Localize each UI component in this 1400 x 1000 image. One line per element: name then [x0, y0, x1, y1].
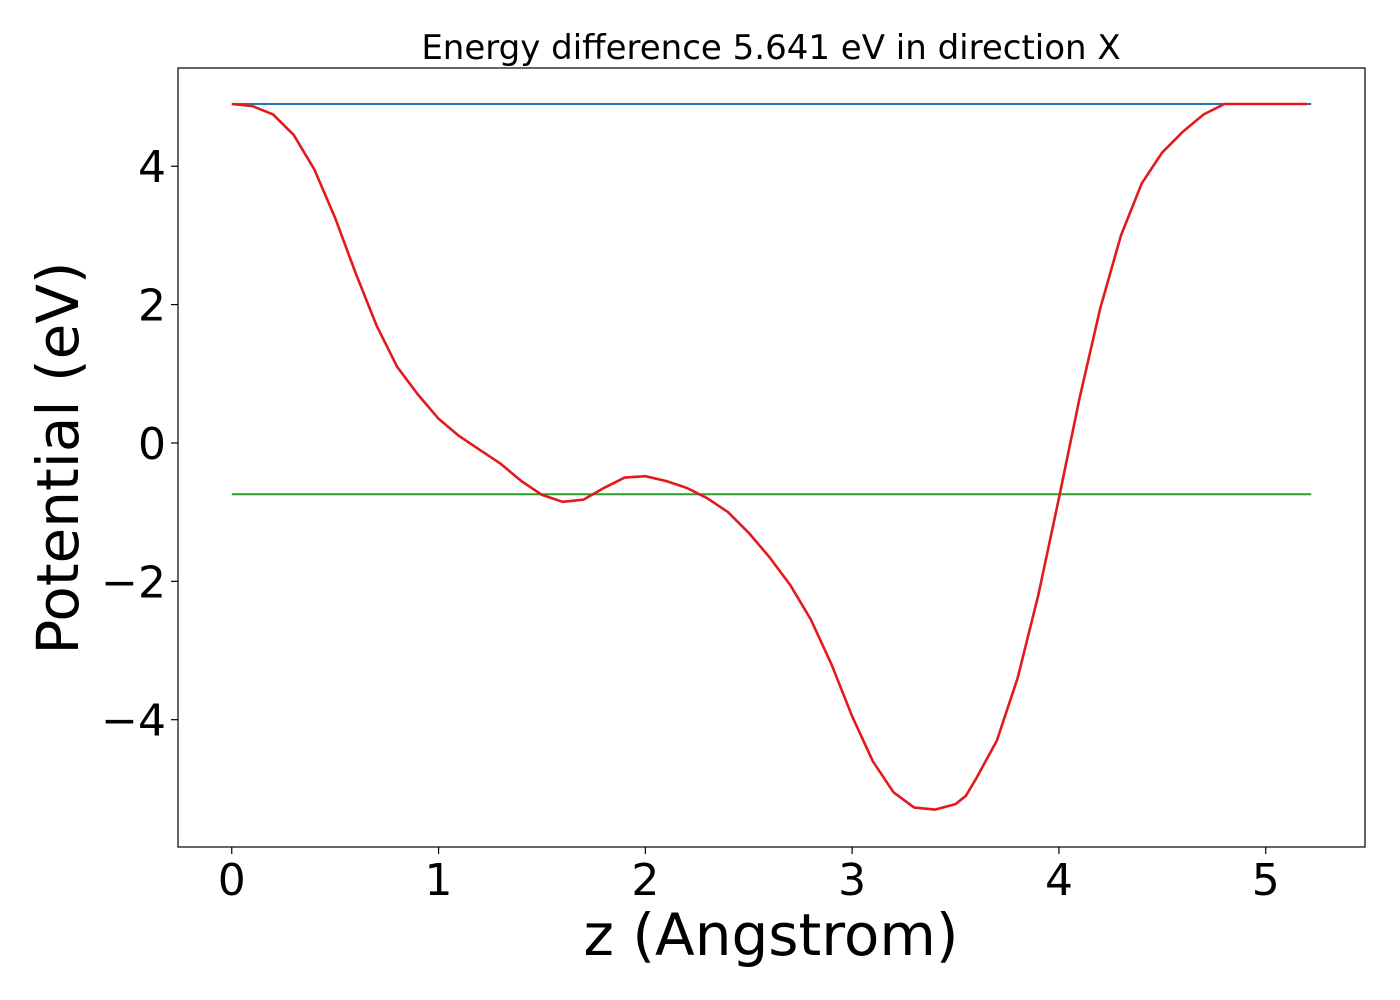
axes-frame — [177, 67, 1366, 848]
y-axis: 4 2 0 −2 −4 — [101, 142, 178, 747]
y-tick-label: −4 — [101, 696, 166, 747]
y-axis-label: Potential (eV) — [24, 261, 92, 654]
x-tick-label: 0 — [218, 855, 246, 906]
x-tick-label: 4 — [1045, 855, 1073, 906]
x-axis-label: z (Angstrom) — [584, 901, 959, 969]
x-axis: 0 1 2 3 4 5 — [218, 847, 1280, 906]
x-tick-label: 5 — [1252, 855, 1280, 906]
y-tick-label: −2 — [101, 557, 166, 608]
plot-area — [231, 102, 1312, 811]
x-tick-label: 3 — [838, 855, 866, 906]
y-tick-label: 2 — [138, 281, 166, 332]
y-tick-label: 0 — [138, 419, 166, 470]
chart-title: Energy difference 5.641 eV in direction … — [421, 28, 1120, 68]
x-tick-label: 1 — [425, 855, 453, 906]
potential-line — [231, 102, 1308, 811]
y-tick-label: 4 — [138, 142, 166, 193]
x-tick-label: 2 — [631, 855, 659, 906]
